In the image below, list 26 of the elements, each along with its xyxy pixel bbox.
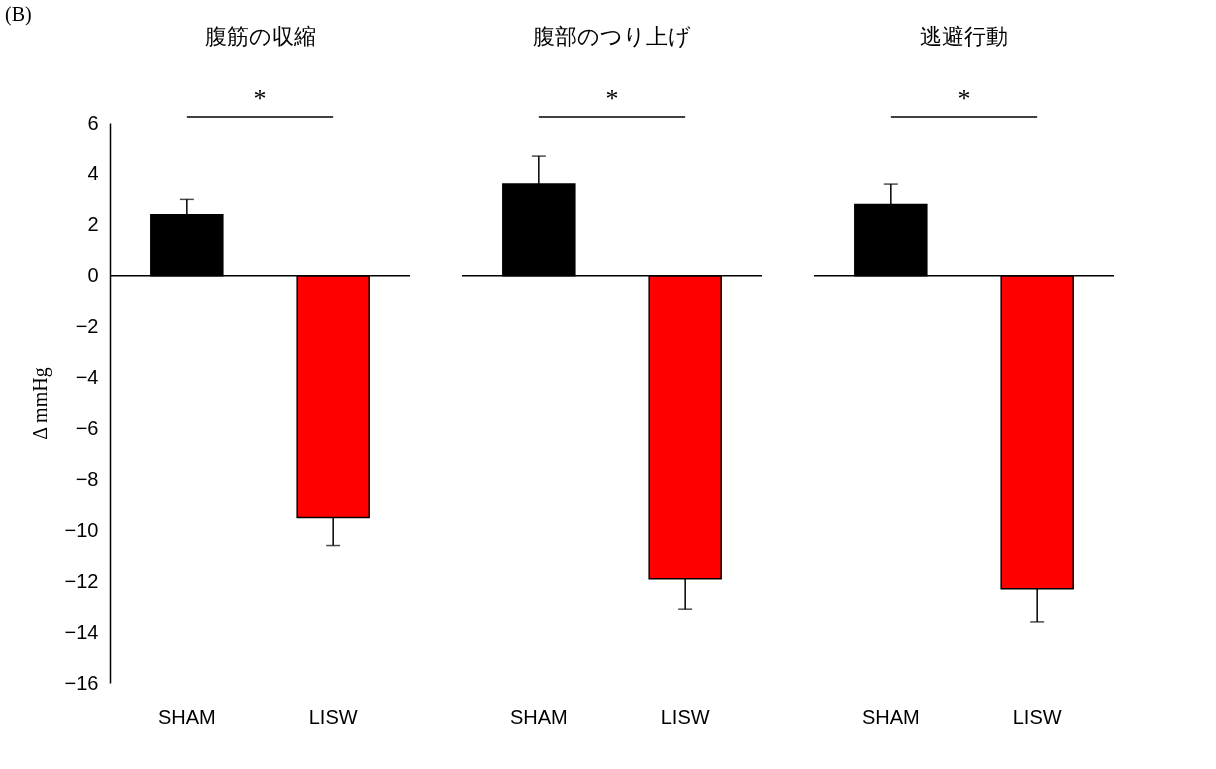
x-tick-label: SHAM bbox=[157, 705, 216, 728]
y-tick-label: −4 bbox=[75, 366, 99, 389]
y-tick-label: −14 bbox=[64, 620, 99, 643]
y-tick-label: −12 bbox=[64, 569, 99, 592]
y-tick-label: −6 bbox=[75, 416, 99, 439]
x-tick-label: SHAM bbox=[509, 705, 568, 728]
chart-title: 逃避行動 bbox=[920, 24, 1008, 49]
y-tick-label: 6 bbox=[87, 111, 99, 134]
y-axis-title: Δ mmHg bbox=[28, 367, 52, 440]
text: * bbox=[605, 84, 619, 113]
x-tick-label: LISW bbox=[308, 705, 358, 728]
y-tick-label: 4 bbox=[87, 162, 99, 185]
text: * bbox=[957, 84, 971, 113]
text: * bbox=[253, 84, 267, 113]
x-tick-label: LISW bbox=[660, 705, 710, 728]
chart-title: 腹筋の収縮 bbox=[204, 24, 316, 49]
y-tick-label: 0 bbox=[87, 264, 99, 287]
x-tick-label: SHAM bbox=[861, 705, 920, 728]
y-tick-label: 2 bbox=[87, 213, 99, 236]
y-tick-label: −10 bbox=[64, 518, 99, 541]
x-tick-label: LISW bbox=[1012, 705, 1062, 728]
y-tick-label: −16 bbox=[64, 671, 99, 694]
text: (B) bbox=[5, 3, 32, 26]
y-tick-label: −8 bbox=[75, 467, 99, 490]
chart-title: 腹部のつり上げ bbox=[533, 24, 691, 49]
y-tick-label: −2 bbox=[75, 315, 99, 338]
